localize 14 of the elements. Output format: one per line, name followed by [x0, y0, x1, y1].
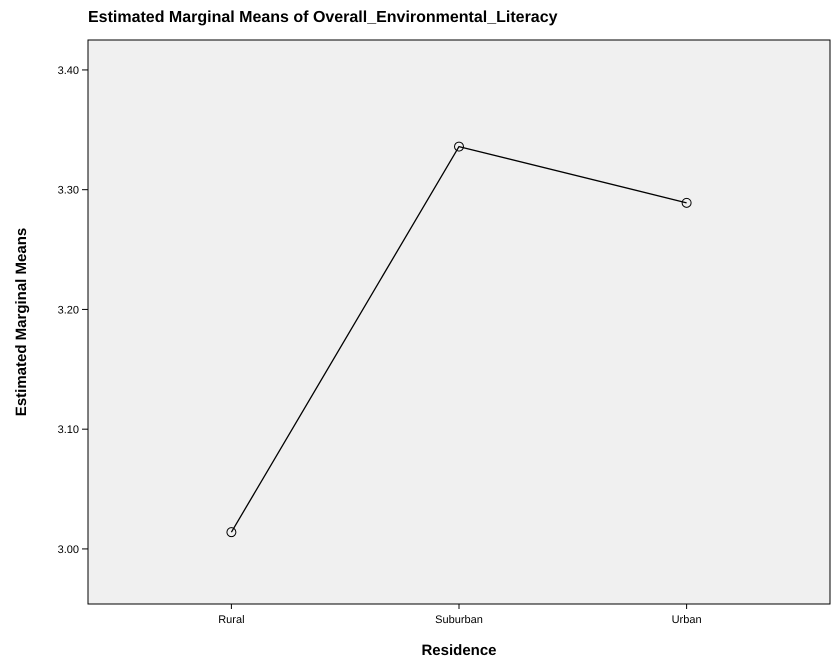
chart-title: Estimated Marginal Means of Overall_Environmental_Literacy: [88, 9, 558, 26]
y-tick-label: 3.00: [58, 544, 79, 556]
y-tick-label: 3.20: [58, 304, 79, 316]
y-tick-label: 3.40: [58, 64, 79, 77]
point: [454, 142, 464, 152]
point: [682, 198, 692, 208]
x-tick-label: Urban: [672, 614, 702, 626]
y-tick-label: 3.10: [58, 424, 79, 436]
x-axis-title: Residence: [421, 642, 497, 659]
x-tick-label: Rural: [218, 614, 245, 626]
y-tick-label: 3.30: [58, 184, 79, 197]
x-tick-label: Suburban: [435, 614, 483, 626]
point: [226, 527, 236, 538]
y-axis-title: Estimated Marginal Means: [13, 228, 30, 416]
